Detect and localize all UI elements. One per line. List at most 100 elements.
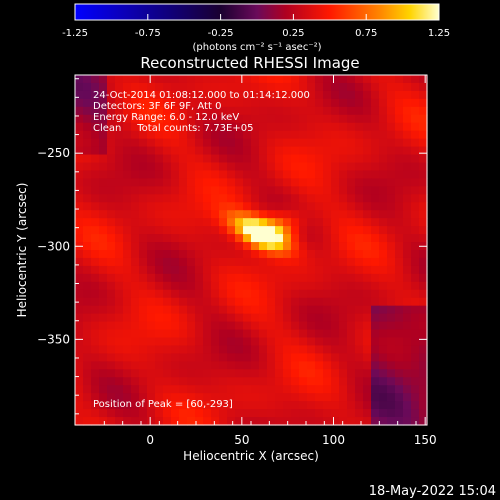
heatmap-cell: [371, 210, 380, 219]
heatmap-cell: [243, 226, 252, 235]
heatmap-cell: [187, 114, 196, 124]
heatmap-cell: [123, 385, 132, 394]
heatmap-cell: [387, 369, 396, 378]
heatmap-cell: [299, 337, 308, 347]
heatmap-cell: [347, 401, 356, 410]
heatmap-cell: [339, 106, 348, 116]
heatmap-cell: [371, 106, 380, 116]
heatmap-cell: [131, 210, 140, 219]
heatmap-cell: [187, 146, 196, 156]
heatmap-cell: [139, 329, 148, 339]
heatmap-cell: [371, 146, 380, 156]
heatmap-cell: [139, 265, 148, 275]
heatmap-cell: [331, 329, 340, 339]
heatmap-cell: [275, 250, 284, 259]
heatmap-cell: [219, 281, 228, 291]
heatmap-cell: [243, 202, 252, 211]
heatmap-cell: [179, 385, 188, 394]
heatmap-cell: [211, 130, 220, 140]
heatmap-cell: [147, 234, 156, 243]
heatmap-cell: [379, 106, 388, 116]
heatmap-cell: [171, 146, 180, 156]
heatmap-cell: [99, 98, 108, 108]
heatmap-cell: [379, 281, 388, 291]
heatmap-cell: [123, 337, 132, 347]
heatmap-cell: [139, 337, 148, 347]
heatmap-cell: [155, 297, 164, 307]
heatmap-cell: [267, 226, 276, 235]
heatmap-cell: [227, 122, 236, 132]
heatmap-cell: [211, 98, 220, 108]
heatmap-cell: [171, 337, 180, 347]
heatmap-cell: [131, 170, 140, 179]
heatmap-cell: [379, 75, 388, 84]
heatmap-cell: [267, 257, 276, 267]
heatmap-cell: [219, 162, 228, 172]
heatmap-cell: [179, 178, 188, 187]
annotation-total-counts: Clean Total counts: 7.73E+05: [93, 123, 253, 134]
heatmap-cell: [131, 417, 140, 426]
heatmap-cell: [179, 162, 188, 172]
heatmap-cell: [115, 122, 124, 132]
heatmap-cell: [147, 82, 156, 92]
heatmap-cell: [171, 281, 180, 291]
heatmap-cell: [347, 393, 356, 402]
heatmap-cell: [219, 90, 228, 100]
colorbar-tick-label: -1.25: [62, 28, 88, 39]
heatmap-cell: [339, 202, 348, 211]
heatmap-cell: [355, 202, 364, 211]
heatmap-cell: [171, 409, 180, 418]
heatmap-cell: [155, 162, 164, 172]
heatmap-cell: [307, 329, 316, 339]
heatmap-cell: [323, 329, 332, 339]
heatmap-cell: [323, 417, 332, 426]
heatmap-cell: [219, 305, 228, 315]
heatmap-cell: [219, 122, 228, 132]
heatmap-cell: [379, 385, 388, 394]
heatmap-cell: [211, 122, 220, 132]
heatmap-cell: [163, 186, 172, 195]
heatmap-cell: [243, 154, 252, 164]
heatmap-cell: [395, 305, 404, 315]
heatmap-cell: [75, 170, 84, 179]
heatmap-cell: [387, 170, 396, 179]
heatmap-cell: [323, 106, 332, 116]
heatmap-cell: [403, 234, 412, 243]
heatmap-cell: [283, 265, 292, 275]
heatmap-cell: [139, 234, 148, 243]
heatmap-cell: [91, 353, 100, 362]
heatmap-cell: [411, 305, 420, 315]
annotation-energy-range: Energy Range: 6.0 - 12.0 keV: [93, 112, 239, 123]
heatmap-cell: [411, 98, 420, 108]
heatmap-cell: [139, 385, 148, 394]
heatmap-cell: [251, 162, 260, 172]
heatmap-cell: [91, 130, 100, 140]
heatmap-cell: [331, 385, 340, 394]
heatmap-cell: [395, 226, 404, 235]
heatmap-cell: [419, 257, 428, 267]
heatmap-cell: [211, 178, 220, 187]
heatmap-cell: [147, 194, 156, 203]
heatmap-cell: [171, 417, 180, 426]
heatmap-cell: [259, 130, 268, 140]
heatmap-cell: [291, 114, 300, 124]
heatmap-cell: [307, 281, 316, 291]
annotation-block: 24-Oct-2014 01:08:12.000 to 01:14:12.000…: [93, 90, 310, 410]
heatmap-cell: [403, 369, 412, 378]
heatmap-cell: [315, 385, 324, 394]
heatmap-cell: [203, 321, 212, 331]
heatmap-cell: [363, 114, 372, 124]
heatmap-cell: [91, 401, 100, 410]
heatmap-cell: [139, 170, 148, 179]
heatmap-cell: [203, 210, 212, 219]
heatmap-cell: [131, 321, 140, 331]
heatmap-cell: [355, 178, 364, 187]
heatmap-cell: [147, 250, 156, 259]
heatmap-cell: [283, 297, 292, 307]
heatmap-cell: [275, 385, 284, 394]
heatmap-cell: [283, 257, 292, 267]
heatmap-cell: [83, 321, 92, 331]
heatmap-cell: [307, 250, 316, 259]
heatmap-cell: [227, 401, 236, 410]
heatmap-cell: [107, 98, 116, 108]
